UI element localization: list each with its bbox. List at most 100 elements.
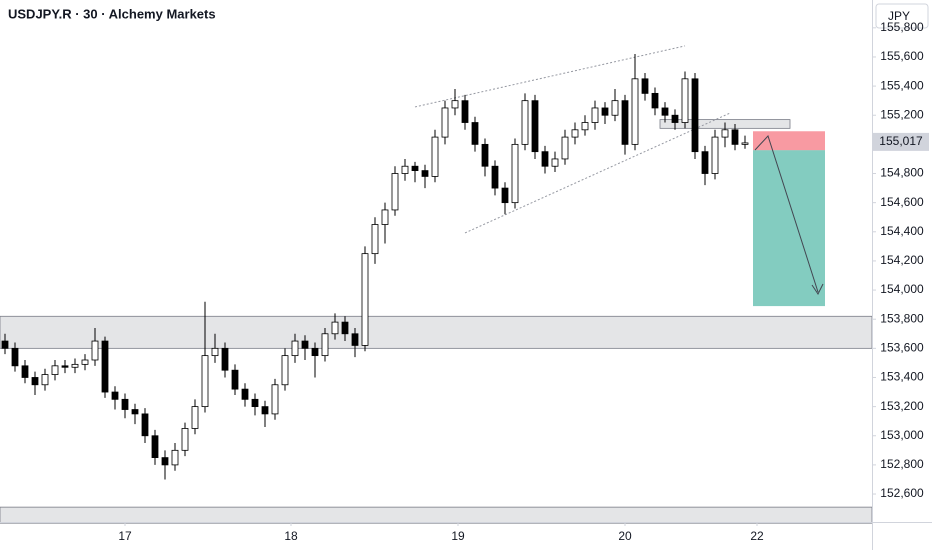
y-tick-label: 153,200: [880, 399, 924, 413]
y-tick-label: 154,600: [880, 195, 924, 209]
y-tick-label: 152,600: [880, 486, 924, 500]
candle-body: [311, 347, 319, 357]
chart-title: USDJPY.R · 30 · Alchemy Markets: [8, 6, 216, 21]
trend-line: [464, 112, 731, 234]
candle-body: [551, 158, 559, 167]
candle-body: [101, 340, 109, 393]
candle-body: [161, 457, 169, 466]
candle-body: [211, 347, 219, 357]
trade-arrow: [754, 135, 824, 295]
candle-body: [221, 347, 229, 371]
candle-body: [661, 107, 669, 116]
candle-body: [391, 173, 399, 211]
candle-body: [611, 100, 619, 116]
candle-body: [331, 321, 339, 335]
candle-body: [281, 355, 289, 386]
candle-body: [201, 355, 209, 408]
last-price-label: 155,017: [879, 134, 923, 148]
candle-body: [531, 100, 539, 153]
candle-body: [41, 374, 49, 386]
candle-body: [321, 333, 329, 357]
candle-body: [291, 340, 299, 357]
y-tick-label: 153,800: [880, 311, 924, 325]
candle-body: [691, 78, 699, 153]
candle-body: [441, 107, 449, 138]
candle-body: [1, 340, 9, 349]
candle-body: [31, 377, 39, 386]
candle-body: [191, 406, 199, 429]
y-tick-label: 154,000: [880, 282, 924, 296]
candle-body: [701, 151, 709, 174]
candle-body: [731, 129, 739, 145]
candle-body: [51, 365, 59, 375]
candle-body: [351, 333, 359, 346]
candle-body: [471, 122, 479, 145]
candle-body: [411, 165, 419, 172]
candle-body: [571, 129, 579, 138]
candle-body: [721, 129, 729, 138]
candle-body: [641, 78, 649, 94]
y-tick-label: 155,200: [880, 107, 924, 121]
candle-body: [601, 107, 609, 116]
candle-body: [341, 321, 349, 335]
x-tick-label: 19: [451, 529, 465, 543]
candle-body: [121, 398, 129, 410]
zone: [0, 506, 873, 524]
candle-body: [741, 142, 749, 145]
candle-body: [171, 449, 179, 466]
candle-body: [431, 136, 439, 177]
candle-body: [681, 78, 689, 123]
y-tick-label: 153,000: [880, 428, 924, 442]
candle-body: [461, 100, 469, 123]
candle-body: [301, 340, 309, 349]
candle-body: [361, 253, 369, 346]
y-tick-label: 153,600: [880, 341, 924, 355]
candle-body: [141, 413, 149, 437]
plot-area: [0, 45, 873, 524]
y-tick-label: 155,600: [880, 49, 924, 63]
candle-body: [181, 428, 189, 451]
candle-body: [451, 100, 459, 109]
candle-body: [71, 363, 79, 368]
candle-body: [491, 165, 499, 189]
y-tick-label: 155,800: [880, 20, 924, 34]
candle-body: [631, 78, 639, 145]
y-tick-label: 154,400: [880, 224, 924, 238]
candle-body: [561, 136, 569, 160]
candle-body: [591, 107, 599, 123]
candle-body: [91, 340, 99, 361]
x-tick-label: 17: [118, 529, 132, 543]
candle-body: [11, 347, 19, 367]
y-tick-label: 152,800: [880, 457, 924, 471]
candle-body: [541, 151, 549, 167]
candle-body: [151, 435, 159, 459]
y-tick-label: 153,400: [880, 370, 924, 384]
candle-body: [371, 224, 379, 255]
candle-body: [111, 391, 119, 400]
candle-body: [251, 398, 259, 408]
candle-body: [521, 100, 529, 145]
candle-body: [501, 187, 509, 204]
y-tick-label: 154,200: [880, 253, 924, 267]
candle-body: [511, 143, 519, 204]
candle-body: [271, 384, 279, 415]
candle-body: [261, 406, 269, 415]
candle-body: [231, 369, 239, 390]
currency-box[interactable]: [875, 3, 929, 29]
target-zone: [753, 150, 825, 307]
currency[interactable]: JPY: [888, 9, 910, 23]
candle-body: [671, 114, 679, 123]
x-tick-label: 18: [284, 529, 298, 543]
candle-body: [651, 92, 659, 109]
candle-body: [421, 170, 429, 177]
x-tick-label: 20: [618, 529, 632, 543]
last-price-box: [873, 132, 929, 151]
y-tick-label: 154,800: [880, 166, 924, 180]
candle-body: [241, 388, 249, 400]
y-tick-label: 155,400: [880, 78, 924, 92]
candle-body: [131, 409, 139, 415]
candle-body: [381, 209, 389, 225]
x-tick-label: 22: [750, 529, 764, 543]
